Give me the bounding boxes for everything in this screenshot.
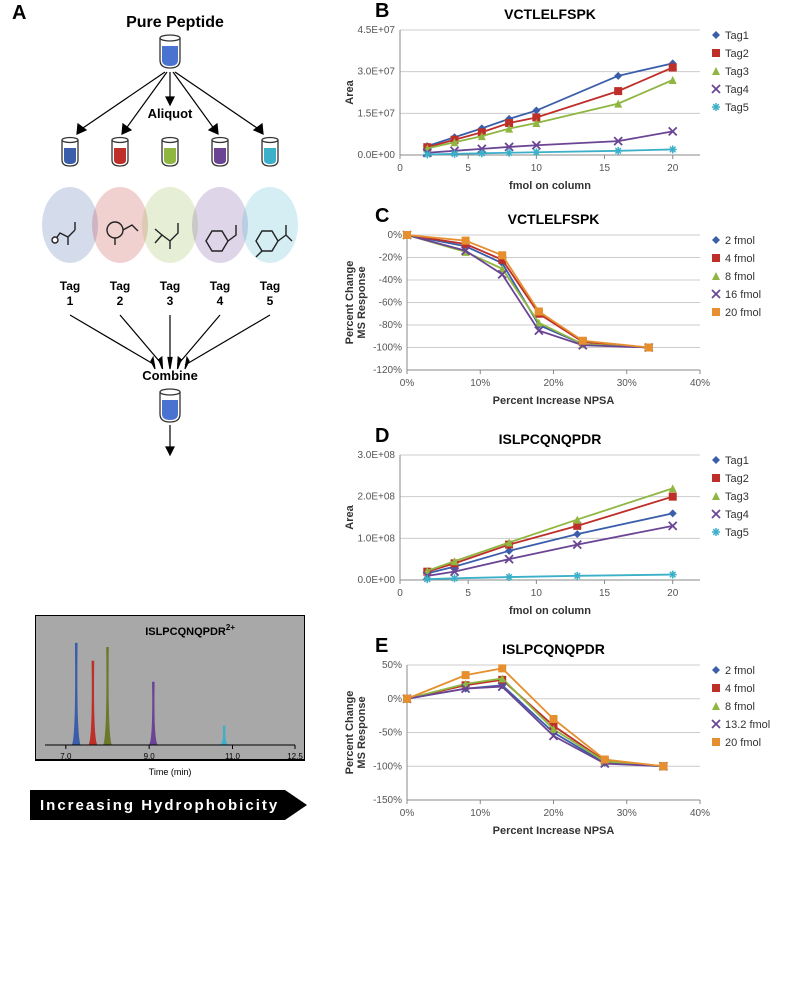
svg-text:2 fmol: 2 fmol — [725, 235, 755, 247]
svg-text:15: 15 — [599, 163, 611, 174]
svg-text:20%: 20% — [543, 378, 563, 389]
svg-text:10: 10 — [531, 163, 543, 174]
svg-text:5: 5 — [465, 163, 471, 174]
svg-text:3.0E+07: 3.0E+07 — [357, 67, 395, 78]
svg-text:1: 1 — [67, 294, 74, 308]
svg-text:11.0: 11.0 — [225, 752, 241, 761]
svg-text:-80%: -80% — [379, 320, 402, 331]
chart-e: ISLPCQNQPDR 50% 0% -50% -100% -150% 0% 10% 20% 30… — [335, 640, 795, 840]
svg-text:fmol on column: fmol on column — [509, 605, 591, 617]
svg-text:30%: 30% — [617, 378, 637, 389]
svg-text:1.0E+08: 1.0E+08 — [357, 533, 395, 544]
svg-text:1.5E+07: 1.5E+07 — [357, 108, 395, 119]
svg-text:8 fmol: 8 fmol — [725, 701, 755, 713]
svg-text:4.5E+07: 4.5E+07 — [357, 25, 395, 36]
svg-text:4: 4 — [217, 294, 224, 308]
svg-text:Area: Area — [344, 504, 356, 529]
svg-text:Tag5: Tag5 — [725, 527, 749, 539]
svg-text:3: 3 — [167, 294, 174, 308]
svg-text:3.0E+08: 3.0E+08 — [357, 450, 395, 461]
svg-text:40%: 40% — [690, 378, 710, 389]
svg-text:-60%: -60% — [379, 298, 402, 309]
svg-text:5: 5 — [267, 294, 274, 308]
svg-text:20: 20 — [667, 163, 679, 174]
svg-text:Tag3: Tag3 — [725, 491, 749, 503]
svg-text:10: 10 — [531, 588, 543, 599]
svg-text:Tag2: Tag2 — [725, 473, 749, 485]
svg-text:0: 0 — [397, 588, 403, 599]
svg-text:Tag: Tag — [60, 279, 80, 293]
svg-text:-50%: -50% — [379, 728, 402, 739]
chart-c: VCTLELFSPK 0% -20% -40% -60% -80% -100% -120% 0%… — [335, 210, 795, 410]
svg-text:ISLPCQNQPDR: ISLPCQNQPDR — [502, 641, 605, 657]
svg-text:fmol on column: fmol on column — [509, 180, 591, 192]
svg-text:0.0E+00: 0.0E+00 — [357, 150, 395, 161]
svg-text:VCTLELFSPK: VCTLELFSPK — [504, 6, 596, 22]
svg-text:ISLPCQNQPDR2+: ISLPCQNQPDR2+ — [145, 623, 235, 638]
svg-text:16 fmol: 16 fmol — [725, 289, 761, 301]
svg-text:9.0: 9.0 — [144, 752, 156, 761]
svg-text:0.0E+00: 0.0E+00 — [357, 575, 395, 586]
chart-b: VCTLELFSPK 0.0E+00 1.5E+07 3.0E+07 4.5E+07 0 5… — [335, 5, 795, 195]
svg-text:4 fmol: 4 fmol — [725, 683, 755, 695]
combine-label: Combine — [142, 368, 198, 383]
svg-text:15: 15 — [599, 588, 611, 599]
svg-text:Tag: Tag — [110, 279, 130, 293]
svg-text:12.5: 12.5 — [287, 752, 303, 761]
svg-text:0%: 0% — [388, 694, 403, 705]
svg-text:5: 5 — [465, 588, 471, 599]
svg-text:0: 0 — [397, 163, 403, 174]
svg-text:-120%: -120% — [373, 365, 402, 376]
svg-text:Percent ChangeMS Response: Percent ChangeMS Response — [344, 261, 368, 345]
svg-text:Tag5: Tag5 — [725, 102, 749, 114]
svg-text:0%: 0% — [388, 230, 403, 241]
svg-text:Tag: Tag — [260, 279, 280, 293]
svg-text:7.0: 7.0 — [60, 752, 72, 761]
svg-text:10%: 10% — [470, 378, 490, 389]
svg-text:Time (min): Time (min) — [149, 767, 192, 777]
panel-a-svg: Aliquot Tag1Tag2Tag3Tag4Tag5 Combine — [10, 0, 320, 620]
svg-text:0%: 0% — [400, 808, 415, 819]
svg-text:-40%: -40% — [379, 275, 402, 286]
chart-d: ISLPCQNQPDR 0.0E+00 1.0E+08 2.0E+08 3.0E+08 0… — [335, 430, 795, 620]
svg-text:50%: 50% — [382, 660, 402, 671]
aliquot-label: Aliquot — [148, 106, 193, 121]
svg-text:Tag4: Tag4 — [725, 84, 749, 96]
svg-text:13.2 fmol: 13.2 fmol — [725, 719, 770, 731]
svg-text:Tag1: Tag1 — [725, 30, 749, 42]
svg-text:10%: 10% — [470, 808, 490, 819]
svg-text:2 fmol: 2 fmol — [725, 665, 755, 677]
svg-text:20%: 20% — [543, 808, 563, 819]
svg-text:Tag: Tag — [160, 279, 180, 293]
svg-text:20 fmol: 20 fmol — [725, 307, 761, 319]
svg-text:Area: Area — [344, 79, 356, 104]
svg-text:-100%: -100% — [373, 761, 402, 772]
svg-text:Percent ChangeMS Response: Percent ChangeMS Response — [344, 691, 368, 775]
svg-text:2.0E+08: 2.0E+08 — [357, 492, 395, 503]
svg-text:8 fmol: 8 fmol — [725, 271, 755, 283]
hydrophobicity-arrow: Increasing Hydrophobicity — [30, 790, 285, 820]
svg-text:Percent Increase NPSA: Percent Increase NPSA — [493, 395, 615, 407]
svg-text:Tag3: Tag3 — [725, 66, 749, 78]
svg-text:Tag4: Tag4 — [725, 509, 749, 521]
svg-text:ISLPCQNQPDR: ISLPCQNQPDR — [499, 431, 602, 447]
svg-text:30%: 30% — [617, 808, 637, 819]
svg-text:20: 20 — [667, 588, 679, 599]
svg-text:0%: 0% — [400, 378, 415, 389]
svg-text:4 fmol: 4 fmol — [725, 253, 755, 265]
svg-text:40%: 40% — [690, 808, 710, 819]
svg-text:Tag2: Tag2 — [725, 48, 749, 60]
svg-text:Tag1: Tag1 — [725, 455, 749, 467]
svg-text:-100%: -100% — [373, 343, 402, 354]
svg-text:-150%: -150% — [373, 795, 402, 806]
svg-text:2: 2 — [117, 294, 124, 308]
svg-text:Percent Increase NPSA: Percent Increase NPSA — [493, 825, 615, 837]
svg-text:VCTLELFSPK: VCTLELFSPK — [508, 211, 600, 227]
svg-text:-20%: -20% — [379, 253, 402, 264]
svg-text:20 fmol: 20 fmol — [725, 737, 761, 749]
svg-text:Tag: Tag — [210, 279, 230, 293]
chromatogram: ISLPCQNQPDR2+ 7.0 9.0 11.0 12.5 Time (min) — [35, 615, 305, 780]
